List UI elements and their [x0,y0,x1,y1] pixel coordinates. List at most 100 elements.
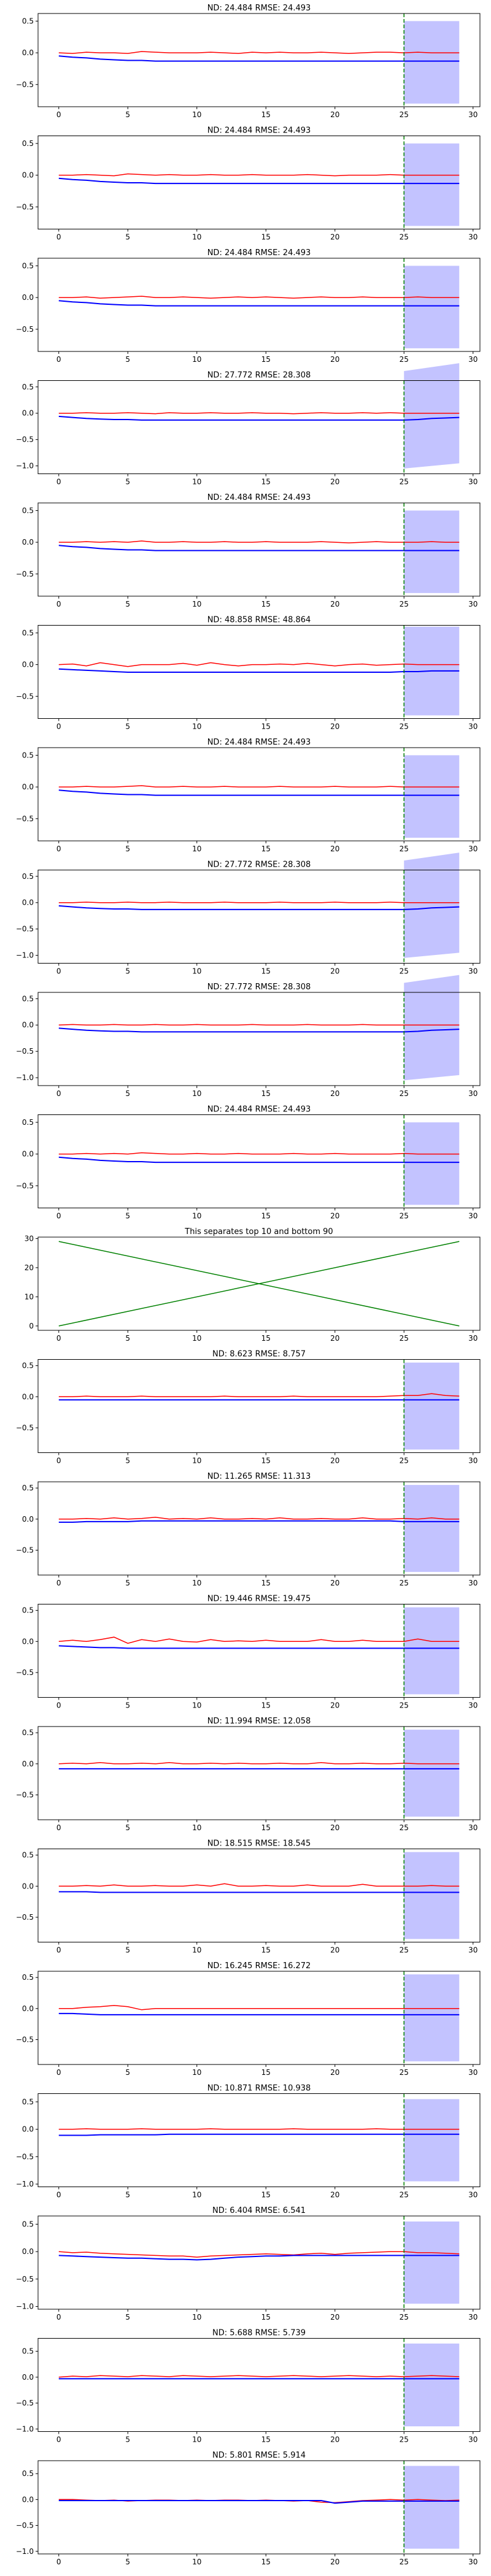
x-tick-label: 0 [56,478,61,486]
subplot-title: ND: 18.515 RMSE: 18.545 [207,1839,311,1849]
y-tick-label: −1.0 [16,951,34,960]
x-tick-label: 10 [192,1089,201,1098]
y-tick-label: −0.5 [16,435,34,444]
x-tick-label: 15 [261,110,271,119]
prediction-interval [404,21,460,104]
x-tick-label: 5 [125,2558,130,2566]
x-tick-label: 15 [261,1089,271,1098]
y-tick-label: −0.5 [16,1790,34,1799]
x-tick-label: 10 [192,1823,201,1832]
prediction-interval [404,363,460,469]
x-tick-label: 5 [125,2068,130,2077]
x-tick-label: 25 [400,845,409,853]
axes-frame [37,870,481,964]
y-tick-label: 0.0 [22,409,34,418]
y-tick-label: −0.5 [16,2521,34,2530]
y-tick-label: 0.5 [22,1118,34,1127]
x-tick-label: 30 [468,233,477,242]
x-tick-label: 15 [261,1212,271,1221]
x-tick-label: 0 [56,2436,61,2444]
target-line [58,662,460,667]
x-tick-label: 25 [400,1579,409,1587]
axes-frame [37,747,481,841]
x-tick-label: 25 [400,2313,409,2321]
subplot-title: ND: 27.772 RMSE: 28.308 [207,371,311,380]
target-line [58,902,460,903]
prediction-interval [404,266,460,348]
x-tick-label: 20 [330,1089,339,1098]
x-tick-label: 10 [192,2313,201,2321]
y-tick-label: 10 [25,1292,34,1301]
axes-frame [37,1236,481,1331]
x-tick-label: 10 [192,2436,201,2444]
x-tick-label: 15 [261,723,271,731]
y-tick-label: 30 [25,1234,34,1243]
x-tick-label: 30 [468,2068,477,2077]
y-tick-label: 0.0 [22,1150,34,1159]
y-tick-label: 0.5 [22,1362,34,1370]
y-tick-label: 0.5 [22,872,34,881]
y-tick-label: −0.5 [16,1546,34,1554]
x-tick-label: 15 [261,2436,271,2444]
separator-line [58,1241,460,1327]
y-tick-label: 20 [25,1263,34,1272]
x-tick-label: 20 [330,2558,339,2566]
y-tick-label: 0 [29,1322,34,1330]
y-tick-label: 0.5 [22,506,34,515]
subplot-title: ND: 6.404 RMSE: 6.541 [212,2206,306,2215]
subplot-8: ND: 27.772 RMSE: 28.308 0 5 10 15 20 25 30 0.5 0.… [16,853,481,976]
y-tick-label: −1.0 [16,462,34,470]
x-tick-label: 10 [192,1334,201,1343]
y-tick-label: 0.0 [22,2247,34,2256]
y-tick-label: 0.0 [22,1515,34,1524]
x-tick-label: 30 [468,845,477,853]
subplot-title: ND: 27.772 RMSE: 28.308 [207,983,311,992]
subplot-14: ND: 19.446 RMSE: 19.475 0 5 10 15 20 25 30 0.5 0.… [16,1595,481,1710]
x-tick-label: 0 [56,1212,61,1221]
subplot-21: ND: 5.801 RMSE: 5.914 0 5 10 15 20 25 30 0.5 0.0 −… [16,2451,481,2566]
target-line [58,1636,460,1644]
subplot-9: ND: 27.772 RMSE: 28.308 0 5 10 15 20 25 30 0.5 0.… [16,975,481,1098]
x-tick-label: 30 [468,2558,477,2566]
y-tick-label: 0.0 [22,1392,34,1401]
x-tick-label: 5 [125,110,130,119]
subplot-4: ND: 27.772 RMSE: 28.308 0 5 10 15 20 25 30 0.5 0.… [16,363,481,486]
prediction-line [58,2500,460,2504]
y-tick-label: 0.5 [22,1851,34,1860]
x-tick-label: 5 [125,2436,130,2444]
x-tick-label: 20 [330,478,339,486]
prediction-interval [404,143,460,226]
subplot-title: ND: 24.484 RMSE: 24.493 [207,126,311,136]
x-tick-label: 10 [192,2558,201,2566]
subplot-17: ND: 16.245 RMSE: 16.272 0 5 10 15 20 25 30 0.5 0.… [16,1961,481,2077]
x-tick-label: 30 [468,2313,477,2321]
y-tick-label: 0.5 [22,751,34,759]
x-tick-label: 5 [125,1579,130,1587]
axes-frame [37,2338,481,2432]
y-tick-label: 0.0 [22,2373,34,2382]
x-tick-label: 5 [125,2313,130,2321]
x-tick-label: 0 [56,1457,61,1465]
y-tick-label: 0.5 [22,17,34,25]
x-tick-label: 5 [125,355,130,364]
y-tick-label: −0.5 [16,925,34,933]
x-tick-label: 0 [56,1823,61,1832]
subplot-15: ND: 11.994 RMSE: 12.058 0 5 10 15 20 25 30 0.5 0.… [16,1717,481,1832]
x-tick-label: 25 [400,2558,409,2566]
y-tick-label: 0.0 [22,538,34,546]
x-tick-label: 25 [400,2068,409,2077]
x-tick-label: 0 [56,2191,61,2199]
x-tick-label: 20 [330,600,339,608]
target-line [58,1883,460,1887]
x-tick-label: 25 [400,2436,409,2444]
x-tick-label: 30 [468,478,477,486]
x-tick-label: 30 [468,1946,477,1955]
x-tick-label: 20 [330,233,339,242]
x-tick-label: 25 [400,723,409,731]
subplot-12: ND: 8.623 RMSE: 8.757 0 5 10 15 20 25 30 0.5 0.0 −… [16,1350,481,1465]
axes-frame [37,1726,481,1820]
y-tick-label: −0.5 [16,815,34,823]
y-tick-label: −0.5 [16,570,34,578]
subplot-title: ND: 48.858 RMSE: 48.864 [207,616,311,625]
